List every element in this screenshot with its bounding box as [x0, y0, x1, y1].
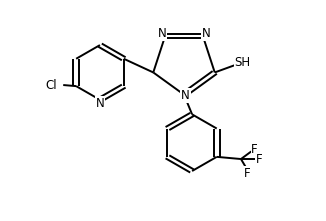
Text: F: F: [256, 152, 262, 166]
Text: N: N: [202, 27, 211, 40]
Text: F: F: [251, 143, 258, 156]
Text: N: N: [157, 27, 166, 40]
Text: SH: SH: [234, 56, 250, 69]
Text: N: N: [181, 89, 190, 102]
Text: N: N: [96, 97, 104, 110]
Text: Cl: Cl: [45, 78, 57, 91]
Text: F: F: [244, 167, 251, 180]
